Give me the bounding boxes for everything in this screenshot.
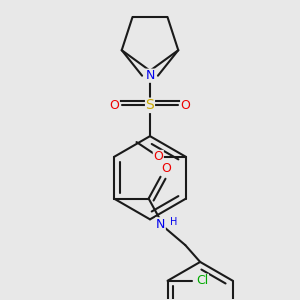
Text: O: O bbox=[161, 162, 171, 175]
Text: Cl: Cl bbox=[196, 274, 208, 287]
Text: O: O bbox=[181, 99, 190, 112]
Text: O: O bbox=[110, 99, 119, 112]
Text: H: H bbox=[170, 217, 178, 227]
Text: N: N bbox=[145, 69, 155, 82]
Text: N: N bbox=[156, 218, 165, 231]
Text: O: O bbox=[153, 150, 163, 164]
Text: S: S bbox=[146, 98, 154, 112]
